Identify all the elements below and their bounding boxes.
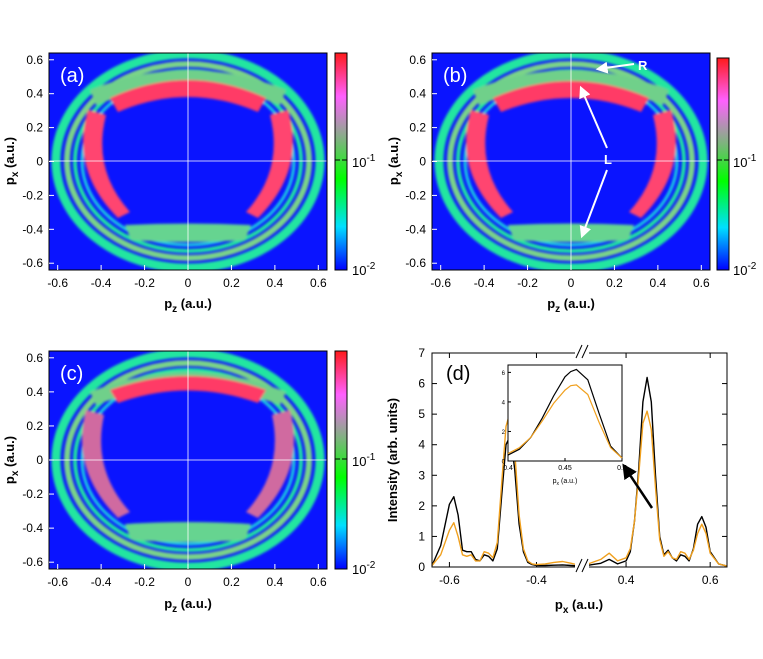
y-tick-label: 0 <box>419 155 426 169</box>
colorbar-tick-label: 10-1 <box>733 153 757 170</box>
inset-y-tick-label: 2 <box>502 430 506 436</box>
panel-d: 0 1 2 3 4 5 6 7 -0.6 -0.4 0.4 0.6 (d) px (a.u.) Int… <box>385 344 728 616</box>
colorbar <box>334 350 348 570</box>
annotation-arrow-r <box>595 61 635 74</box>
x-tick-label: 0 <box>185 276 192 290</box>
inset-frame <box>507 364 623 462</box>
inset-series-line-orange <box>507 384 623 459</box>
x-tick-label: 0.4 <box>267 276 284 290</box>
x-tick-label: 0.2 <box>606 276 623 290</box>
panel-b: -0.6 -0.4 -0.2 0 0.2 0.4 0.6 0.6 0.4 0.2 0 -0.2 -0.4… <box>386 52 757 315</box>
y-axis-label: px (a.u.) <box>386 137 405 185</box>
x-tick-label: -0.4 <box>526 573 547 587</box>
y-tick-label: -0.2 <box>22 188 43 202</box>
inset-pointer-arrow <box>622 463 654 509</box>
y-axis-label: px (a.u.) <box>2 137 21 185</box>
x-tick-label: 0.4 <box>650 276 667 290</box>
y-tick-label: -0.2 <box>405 188 426 202</box>
y-tick-label: -0.4 <box>22 521 43 535</box>
inset-x-tick-label: 0.4 <box>503 465 513 472</box>
colorbar <box>716 57 730 271</box>
x-tick-label: -0.6 <box>430 276 451 290</box>
x-tick-label: 0.6 <box>310 276 327 290</box>
x-tick-label: -0.4 <box>474 276 495 290</box>
series-line-orange <box>583 410 728 567</box>
panel-label: (b) <box>443 65 467 87</box>
x-tick-label: 0 <box>185 575 192 589</box>
colorbar <box>334 52 348 271</box>
x-tick-label: 0.4 <box>618 573 635 587</box>
panel-c: -0.6 -0.4 -0.2 0 0.2 0.4 0.6 0.6 0.4 0.2 0 -0.2 -0.4… <box>2 350 376 615</box>
x-tick-label: -0.2 <box>134 575 155 589</box>
y-tick-label: 0 <box>418 560 425 574</box>
y-tick-label: 0.6 <box>409 53 426 67</box>
colorbar-tick-label: 10-2 <box>352 560 376 577</box>
y-tick-label: 0.4 <box>409 87 426 101</box>
inset-x-tick-label: 0.5 <box>617 465 627 472</box>
y-tick-label: 3 <box>418 468 425 482</box>
y-tick-label: 0 <box>36 453 43 467</box>
x-tick-label: -0.6 <box>439 573 460 587</box>
inset-y-tick-label: 0 <box>502 460 506 466</box>
x-tick-label: -0.4 <box>91 575 112 589</box>
colorbar-tick-label: 10-1 <box>352 452 376 469</box>
y-tick-label: 7 <box>418 346 425 360</box>
series-line-orange <box>431 410 581 567</box>
y-tick-label: 0.2 <box>26 121 43 135</box>
annotation-l: L <box>604 152 612 167</box>
y-tick-label: 4 <box>418 438 425 452</box>
y-tick-label: 0.6 <box>26 351 43 365</box>
x-tick-label: -0.2 <box>517 276 538 290</box>
y-tick-label: 6 <box>418 377 425 391</box>
x-tick-label: -0.4 <box>91 276 112 290</box>
annotation-arrow-l-bottom <box>579 169 608 239</box>
y-tick-label: 0.2 <box>409 121 426 135</box>
inset-x-axis-label: px (a.u.) <box>553 478 578 487</box>
x-tick-label: 0.4 <box>267 575 284 589</box>
y-axis-label: Intensity (arb. units) <box>385 398 400 522</box>
x-axis-label: pz (a.u.) <box>164 296 212 315</box>
y-tick-label: -0.6 <box>22 555 43 569</box>
x-tick-label: 0.6 <box>310 575 327 589</box>
y-tick-label: -0.4 <box>405 222 426 236</box>
y-tick-label: 0 <box>36 155 43 169</box>
y-tick-label: 2 <box>418 499 425 513</box>
inset-x-tick-label: 0.45 <box>558 465 572 472</box>
y-tick-label: -0.4 <box>22 222 43 236</box>
x-tick-label: 0.2 <box>223 575 240 589</box>
y-tick-label: 0.6 <box>26 53 43 67</box>
panel-label: (d) <box>446 363 470 385</box>
y-tick-label: -0.6 <box>22 256 43 270</box>
y-tick-label: -0.6 <box>405 256 426 270</box>
x-axis-label: pz (a.u.) <box>164 596 212 615</box>
x-tick-label: -0.6 <box>47 276 68 290</box>
panel-label: (c) <box>60 363 83 385</box>
colorbar-tick-label: 10-2 <box>352 261 376 278</box>
x-tick-label: -0.6 <box>47 575 68 589</box>
y-tick-label: 0.4 <box>26 87 43 101</box>
x-axis-label: px (a.u.) <box>555 597 603 616</box>
y-tick-label: 0.4 <box>26 385 43 399</box>
x-tick-label: 0.6 <box>702 573 719 587</box>
annotation-r: R <box>638 58 648 73</box>
colorbar-tick-label: 10-2 <box>733 261 757 278</box>
x-tick-label: 0.6 <box>693 276 710 290</box>
panel-a: -0.6 -0.4 -0.2 0 0.2 0.4 0.6 0.6 0.4 0.2 0 -0.2 -0.4… <box>2 52 376 315</box>
y-tick-label: -0.2 <box>22 487 43 501</box>
y-axis-label: px (a.u.) <box>2 436 21 484</box>
y-tick-label: 1 <box>418 529 425 543</box>
annotation-arrow-l-top <box>579 85 608 149</box>
x-tick-label: -0.2 <box>134 276 155 290</box>
y-tick-label: 5 <box>418 407 425 421</box>
inset-y-tick-label: 4 <box>502 400 506 406</box>
colorbar-tick-label: 10-1 <box>352 153 376 170</box>
x-axis-label: pz (a.u.) <box>547 296 595 315</box>
inset-y-tick-label: 6 <box>502 371 506 377</box>
panel-label: (a) <box>60 65 84 87</box>
y-tick-label: 0.2 <box>26 419 43 433</box>
x-tick-label: 0.2 <box>223 276 240 290</box>
x-tick-label: 0 <box>568 276 575 290</box>
